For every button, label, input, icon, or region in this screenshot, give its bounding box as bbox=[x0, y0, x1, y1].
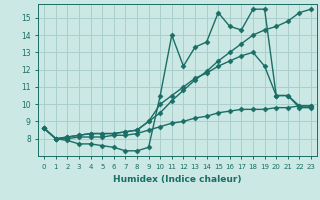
X-axis label: Humidex (Indice chaleur): Humidex (Indice chaleur) bbox=[113, 175, 242, 184]
